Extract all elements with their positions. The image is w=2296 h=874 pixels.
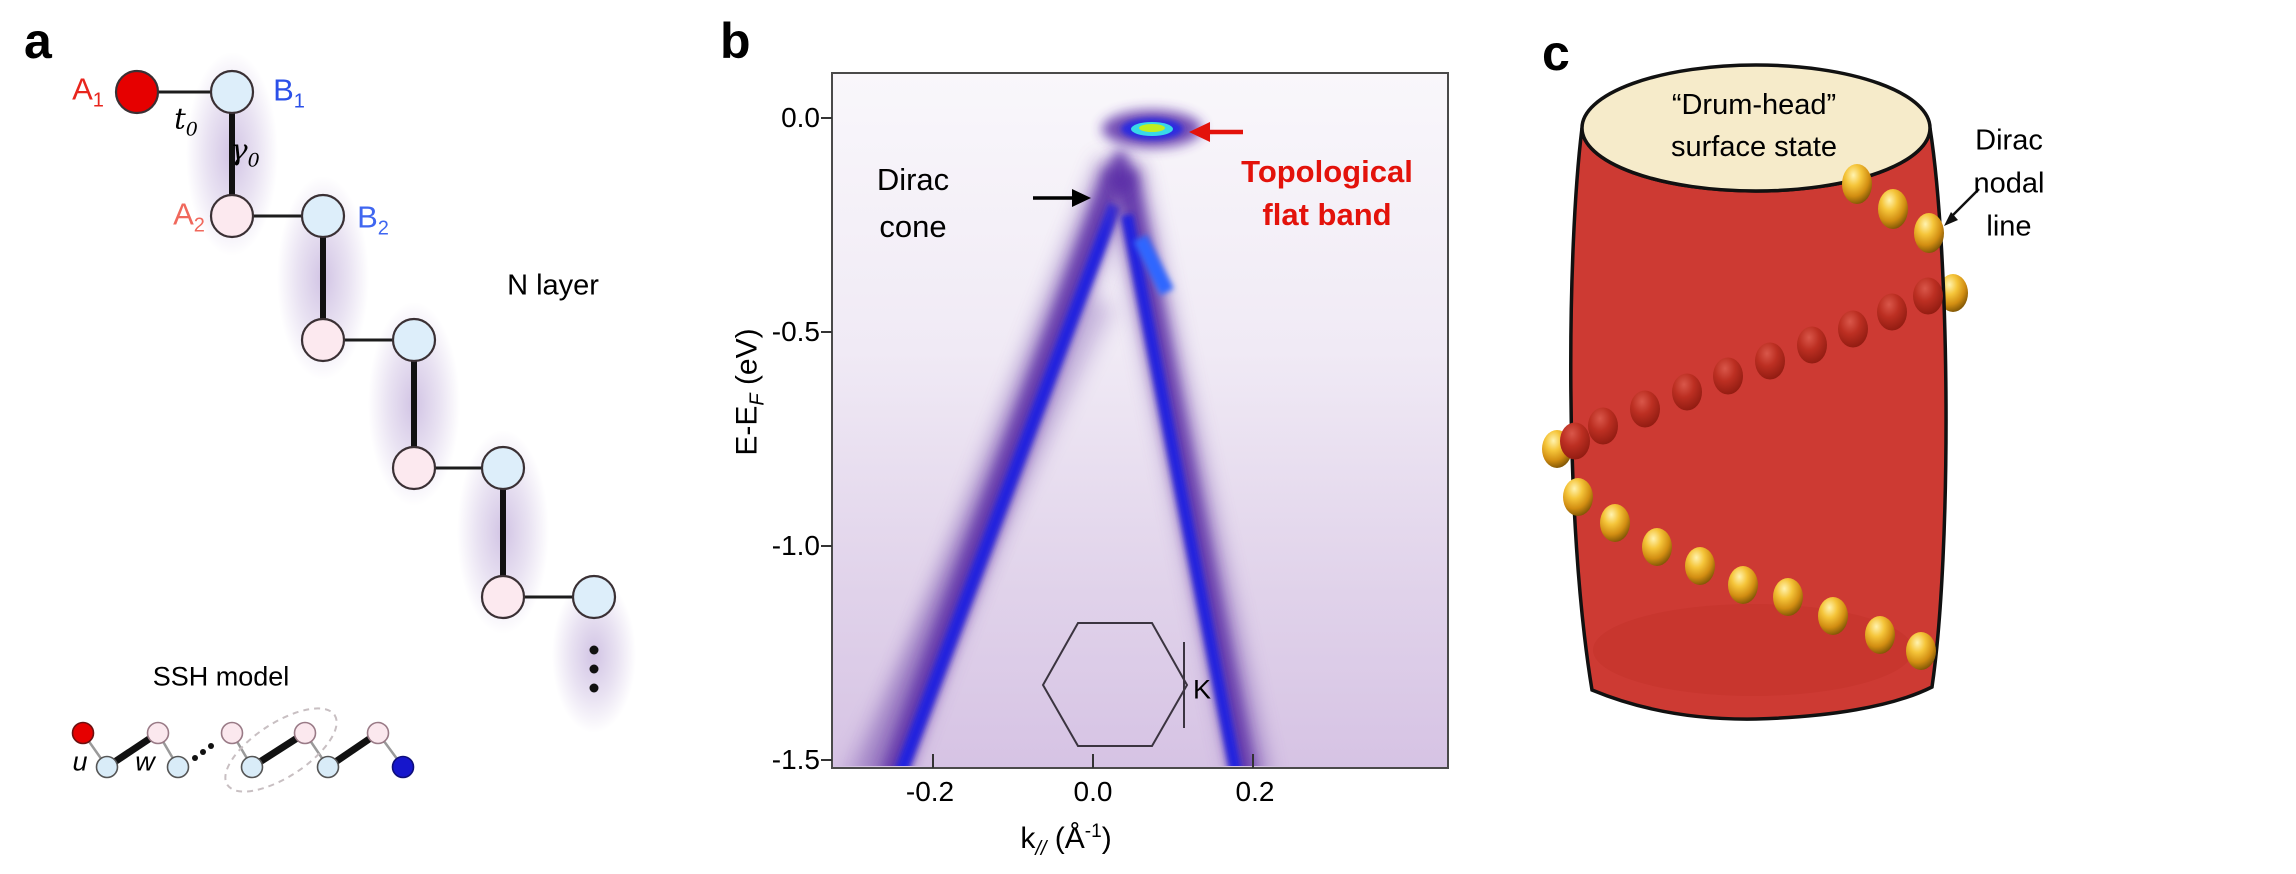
vertical-ellipsis: [589, 645, 599, 693]
k-point-label: K: [1192, 674, 1212, 705]
ytick-0: 0.0: [781, 102, 820, 133]
interlayer-glow: [552, 577, 636, 733]
lattice-sites: [114, 69, 617, 620]
dirac-right-core: [1121, 213, 1241, 766]
panel-c-label: c: [1542, 25, 1570, 81]
axis-ticks: [821, 117, 1254, 768]
dirac-nodal-line-label: Dirac nodal line: [1973, 124, 2045, 243]
nodal-line-gold-spheres: [1563, 164, 1944, 670]
brillouin-zone-hexagon: [1041, 622, 1189, 747]
y-axis-label: E-EF (eV): [730, 328, 769, 456]
ytick-2: -1.0: [771, 530, 820, 561]
hopping-t0-label: t0: [174, 101, 198, 141]
site-a: [480, 574, 526, 620]
ssh-model-chain: [71, 707, 415, 793]
site-b: [480, 445, 526, 491]
site-a: [391, 445, 437, 491]
dirac-right-mid: [1114, 169, 1255, 766]
drumhead-label: “Drum-head” surface state: [1670, 89, 1838, 163]
ssh-model-title: SSH model: [152, 661, 290, 692]
ssh-w-label: w: [135, 746, 155, 777]
ssh-ellipsis: [192, 743, 214, 761]
dirac-cone-annotation: Dirac cone: [876, 162, 950, 244]
flat-band-annotation: Topological flat band: [1241, 154, 1413, 232]
flat-band-core: [1139, 124, 1165, 132]
x-axis-label: k// (Å-1): [1020, 821, 1112, 860]
site-b: [300, 193, 346, 239]
site-label-a1: A1: [72, 71, 104, 112]
site-label-b2: B2: [357, 199, 389, 240]
dirac-cone-arrow: [1033, 189, 1091, 207]
site-a: [300, 317, 346, 363]
dirac-apex: [1109, 150, 1131, 194]
site-b: [391, 317, 437, 363]
arpes-plot: [821, 72, 1449, 769]
cylinder-bottom-shade: [1593, 604, 1913, 696]
ytick-1: -0.5: [771, 316, 820, 347]
nodal-line-arrow: [1944, 188, 1980, 226]
site-b: [209, 69, 255, 115]
drumhead-top-face: [1580, 63, 1932, 193]
xtick-0: -0.2: [905, 776, 955, 807]
hopping-gamma0-label: γ0: [230, 132, 260, 172]
n-layer-label: N layer: [507, 269, 599, 302]
flat-band-arrow: [1189, 122, 1243, 142]
dirac-bright-streak: [1133, 234, 1174, 296]
xtick-1: 0.0: [1073, 776, 1113, 807]
ssh-sites: [71, 721, 415, 779]
unit-cell-ellipse: [224, 707, 338, 793]
panel-a-label: a: [24, 13, 52, 69]
plot-border: [831, 72, 1449, 769]
panel-b-label: b: [720, 13, 751, 69]
site-a: [209, 193, 255, 239]
site-a1-red: [114, 69, 160, 115]
nodal-line-cylinder-diagram: [1542, 63, 1980, 721]
nodal-line-back-spheres: [1560, 277, 1943, 460]
ytick-3: -1.5: [771, 744, 820, 775]
ssh-u-label: u: [72, 746, 88, 777]
site-label-b1: B1: [273, 72, 305, 113]
stacked-ssh-layers-diagram: [114, 52, 636, 733]
ssh-end-red: [71, 721, 95, 745]
site-b: [571, 574, 617, 620]
xtick-2: 0.2: [1235, 776, 1275, 807]
dirac-left-core: [896, 202, 1122, 766]
site-label-a2: A2: [173, 196, 205, 237]
ssh-end-blue: [391, 755, 415, 779]
arpes-bands: [847, 110, 1268, 766]
dirac-left-mid: [883, 167, 1129, 766]
